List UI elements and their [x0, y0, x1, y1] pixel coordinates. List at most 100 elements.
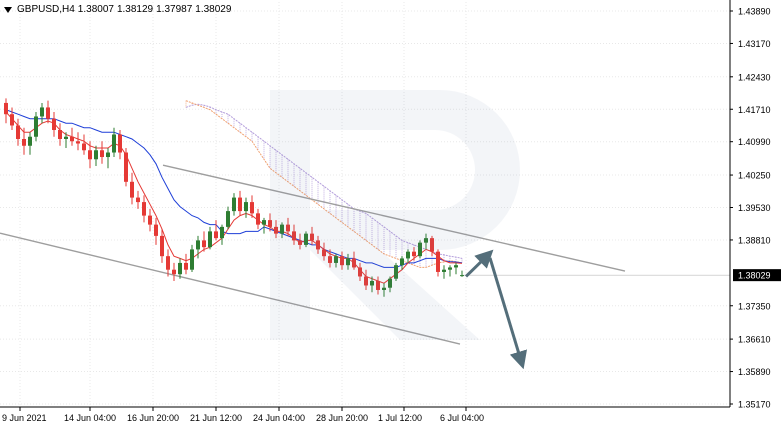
candle [112, 127, 116, 158]
x-tick-label: 28 Jun 20:00 [316, 413, 368, 423]
candle-body [220, 226, 224, 239]
candle-body [322, 249, 326, 257]
x-tick-label: 9 Jun 2021 [2, 413, 47, 423]
candle [76, 132, 80, 151]
candles [4, 98, 464, 297]
candle-body [208, 231, 212, 248]
y-tick-label: 1.35890 [738, 367, 771, 377]
candle-body [442, 269, 446, 272]
candle [142, 195, 146, 223]
candle [262, 217, 266, 234]
x-tick-label: 21 Jun 12:00 [190, 413, 242, 423]
candle [424, 233, 428, 250]
candle-body [340, 256, 344, 266]
candle-body [28, 136, 32, 146]
candle [370, 276, 374, 293]
candle [64, 132, 68, 149]
dropdown-triangle-icon[interactable] [4, 6, 12, 13]
candle-body [394, 265, 398, 279]
candle [148, 208, 152, 232]
x-tick-label: 24 Jun 04:00 [253, 413, 305, 423]
candle-body [226, 211, 230, 227]
candle [280, 222, 284, 239]
candle-body [328, 256, 332, 263]
candle [190, 244, 194, 272]
candle-body [214, 231, 218, 239]
candle-body [88, 150, 92, 160]
candle [202, 231, 206, 252]
candle-body [454, 265, 458, 268]
candle-body [136, 197, 140, 203]
forecast-arrows [464, 249, 528, 370]
watermark-logo [270, 90, 520, 340]
candle-body [178, 262, 182, 275]
candle-body [382, 287, 386, 290]
candle-body [202, 240, 206, 248]
candle-body [106, 152, 110, 158]
candle [82, 134, 86, 155]
y-tick-label: 1.36610 [738, 335, 771, 345]
x-tick-label: 14 Jun 04:00 [64, 413, 116, 423]
candle-body [166, 256, 170, 270]
y-tick-label: 1.37350 [738, 301, 771, 311]
senkou-span-b [185, 100, 463, 268]
candle [70, 127, 74, 146]
candle-body [76, 141, 80, 144]
candle-body [244, 202, 248, 212]
candle-body [160, 235, 164, 257]
candle-body [232, 197, 236, 212]
ichimoku-lines [5, 109, 730, 284]
candle-body [82, 143, 86, 151]
candle-body [262, 220, 266, 225]
y-tick-label: 1.35170 [738, 400, 771, 410]
candle [106, 148, 110, 169]
y-tick-label: 1.43890 [738, 7, 771, 17]
candle [268, 213, 272, 232]
candle [352, 251, 356, 270]
candle [298, 233, 302, 250]
axes: 1.43890 1.43170 1.42430 1.41710 1.40990 1.402… [0, 0, 781, 423]
candle-body [436, 251, 440, 272]
candle [226, 206, 230, 230]
candle [310, 226, 314, 245]
candle-body [52, 118, 56, 130]
candle-body [154, 224, 158, 236]
candle [124, 148, 128, 187]
candle-body [412, 251, 416, 257]
candle-body [280, 224, 284, 234]
candle [22, 127, 26, 155]
candle [88, 141, 92, 169]
candle-body [10, 114, 14, 126]
candle [238, 190, 242, 216]
candle [286, 217, 290, 236]
candle-body [70, 136, 74, 142]
candle-body [352, 258, 356, 268]
candle [304, 231, 308, 248]
trend-channel [0, 164, 626, 345]
channel-lower-line [0, 232, 461, 345]
candle [220, 224, 224, 245]
candle-body [40, 107, 44, 117]
candle-body [274, 226, 278, 234]
candle [40, 102, 44, 124]
candle-body [4, 102, 8, 115]
candle [412, 247, 416, 261]
candle-body [310, 233, 314, 241]
kijun-sen-line [5, 109, 463, 268]
candle-body [238, 197, 242, 212]
candle-body [34, 116, 38, 137]
candle [448, 265, 452, 277]
candle [184, 253, 188, 275]
candle [376, 276, 380, 295]
candle [406, 249, 410, 263]
candle [154, 217, 158, 245]
candle-body [112, 134, 116, 153]
high-value: 1.38129 [116, 4, 154, 15]
candle-body [46, 107, 50, 119]
candle-body [64, 136, 68, 139]
candle [166, 249, 170, 277]
candle-body [16, 125, 20, 139]
y-tick-label: 1.42430 [738, 72, 771, 82]
candle-body [304, 233, 308, 245]
